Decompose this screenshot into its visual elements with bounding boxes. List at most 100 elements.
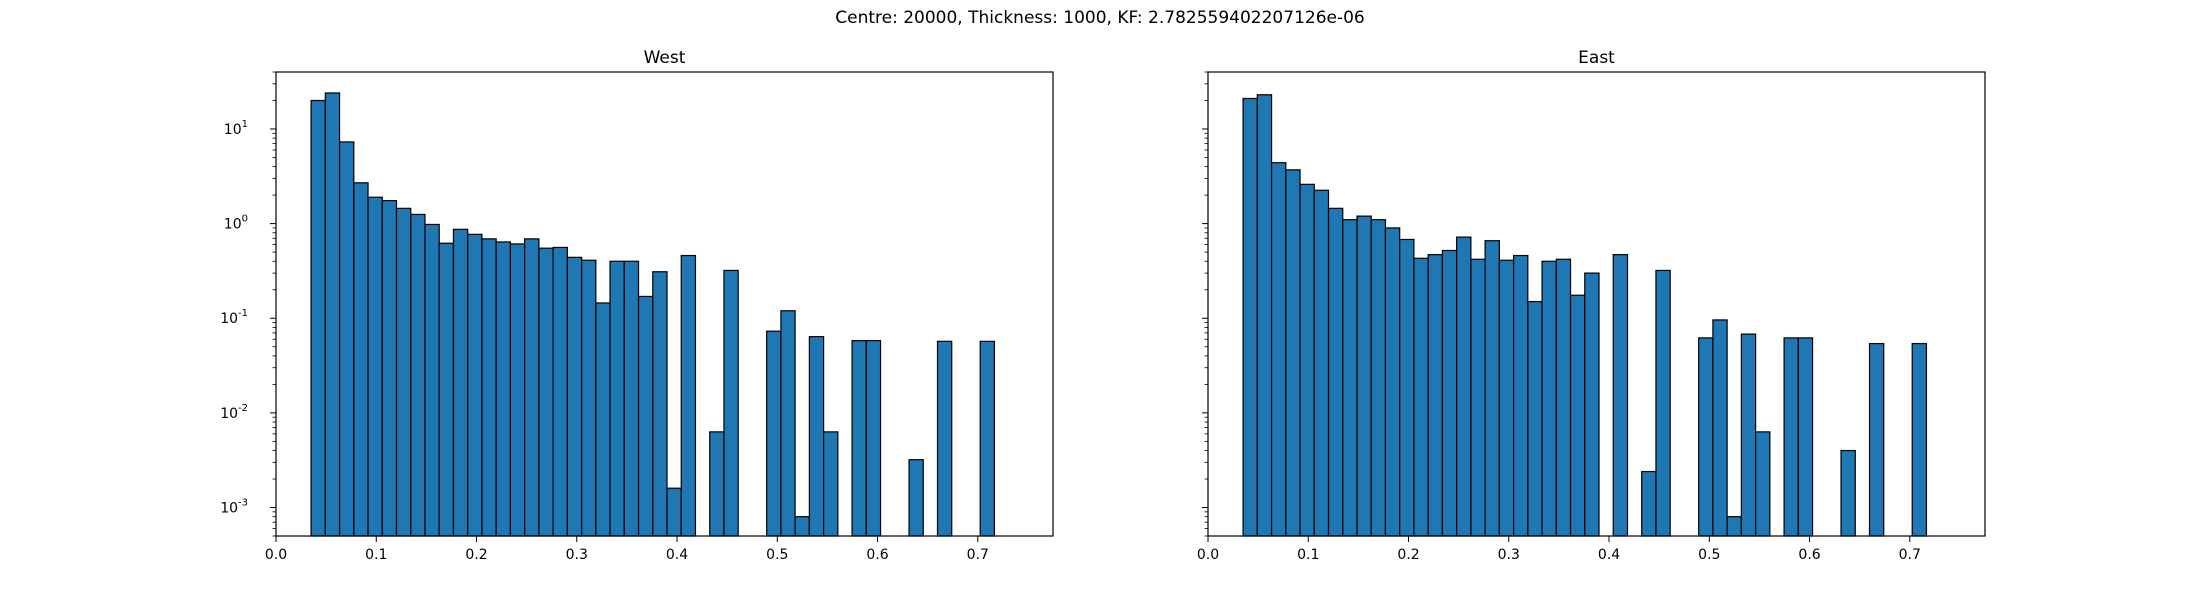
histogram-bar bbox=[1484, 240, 1500, 537]
x-tick-label: 0.4 bbox=[666, 547, 688, 563]
histogram-bar bbox=[1342, 219, 1358, 537]
histogram-bar bbox=[1797, 337, 1814, 537]
histogram-bar bbox=[1726, 516, 1742, 537]
histogram-bar bbox=[766, 330, 782, 537]
histogram-bar bbox=[666, 487, 682, 537]
x-tick-label: 0.2 bbox=[465, 547, 487, 563]
histogram-bar bbox=[580, 259, 597, 537]
histogram-bar bbox=[1270, 162, 1287, 537]
histogram-bar bbox=[1868, 342, 1885, 537]
histogram-bar bbox=[467, 233, 483, 537]
x-tick-label: 0.6 bbox=[1798, 547, 1820, 563]
histogram-bar bbox=[1456, 236, 1472, 537]
histogram-bar bbox=[1413, 257, 1429, 537]
histogram-bar bbox=[1527, 300, 1543, 537]
histogram-bar bbox=[538, 247, 554, 537]
histogram-bar bbox=[1356, 215, 1372, 537]
histogram-bar bbox=[1313, 189, 1330, 537]
histogram-bar bbox=[524, 238, 540, 537]
histogram-bar bbox=[808, 335, 825, 537]
histogram-bar bbox=[1641, 470, 1657, 537]
x-tick-label: 0.6 bbox=[866, 547, 888, 563]
histogram-bar bbox=[979, 340, 996, 537]
histogram-bar bbox=[1384, 227, 1401, 537]
histogram-bar bbox=[1541, 260, 1557, 537]
figure-suptitle: Centre: 20000, Thickness: 1000, KF: 2.78… bbox=[835, 8, 1365, 28]
histogram-bar bbox=[495, 241, 512, 537]
histogram-bar bbox=[823, 431, 839, 537]
histogram-bar bbox=[1299, 183, 1315, 537]
histogram-bar bbox=[353, 182, 369, 537]
histogram-bar bbox=[680, 254, 697, 537]
histogram-bar bbox=[310, 99, 326, 537]
x-tick-label: 0.1 bbox=[365, 547, 387, 563]
axes-frame bbox=[275, 71, 1054, 537]
histogram-bar bbox=[481, 238, 497, 537]
histogram-bar bbox=[865, 340, 882, 537]
x-tick-label: 0.5 bbox=[766, 547, 788, 563]
y-tick-label: 101 bbox=[224, 119, 248, 138]
x-tick-label: 0.4 bbox=[1598, 547, 1620, 563]
histogram-bar bbox=[652, 271, 668, 537]
x-tick-label: 0.1 bbox=[1297, 547, 1319, 563]
histogram-bar bbox=[709, 431, 725, 537]
panel-title: West bbox=[644, 48, 686, 68]
x-tick-label: 0.3 bbox=[1498, 547, 1520, 563]
histogram-bar bbox=[324, 92, 341, 537]
x-tick-label: 0.7 bbox=[967, 547, 989, 563]
histogram-bar bbox=[452, 228, 469, 537]
histogram-bar bbox=[509, 243, 526, 537]
x-tick-label: 0.0 bbox=[1197, 547, 1219, 563]
y-tick-label: 10-2 bbox=[220, 403, 248, 422]
x-tick-label: 0.5 bbox=[1698, 547, 1720, 563]
histogram-bar bbox=[566, 256, 583, 537]
histogram-bar bbox=[609, 260, 625, 537]
panel-east: East 0.0 0.1 0.2 0.3 0.4 0.5 0.6 0.7 bbox=[1197, 48, 1986, 563]
histogram-bar bbox=[381, 200, 398, 537]
histogram-bar bbox=[552, 246, 568, 537]
x-tick-label: 0.0 bbox=[265, 547, 287, 563]
histogram-bar bbox=[424, 223, 440, 537]
y-tick-label: 10-1 bbox=[220, 308, 248, 327]
histogram-bar bbox=[623, 260, 640, 537]
histogram-bar bbox=[410, 213, 426, 537]
histogram-bar bbox=[723, 269, 739, 537]
histogram-bar bbox=[1470, 258, 1486, 537]
histogram-bar bbox=[1441, 249, 1458, 537]
histogram-bar bbox=[438, 242, 455, 537]
panel-title: East bbox=[1578, 48, 1615, 68]
histogram-bar bbox=[1911, 342, 1928, 537]
histogram-bar bbox=[1612, 254, 1629, 537]
histogram-bar bbox=[936, 340, 953, 537]
histogram-bar bbox=[908, 459, 924, 537]
axes-frame bbox=[1207, 71, 1986, 537]
histogram-bar bbox=[780, 310, 796, 537]
histogram-bar bbox=[1655, 269, 1671, 537]
panel-west: West 0.0 0.1 0.2 0.3 0.4 0.5 0.6 0.7 10-3 10-2 10-1… bbox=[220, 48, 1054, 563]
x-tick-label: 0.7 bbox=[1899, 547, 1921, 563]
histogram-bar bbox=[1512, 254, 1529, 537]
histogram-bar bbox=[1327, 207, 1344, 537]
histogram-bar bbox=[395, 207, 412, 537]
histogram-bar bbox=[1755, 431, 1771, 537]
y-tick-label: 10-3 bbox=[220, 498, 248, 517]
histogram-bar bbox=[1370, 219, 1387, 537]
y-tick-label: 100 bbox=[224, 214, 248, 233]
histogram-bar bbox=[1712, 319, 1728, 537]
histogram-bar bbox=[1427, 254, 1444, 537]
histogram-bar bbox=[1498, 259, 1515, 537]
histogram-bar bbox=[595, 302, 611, 537]
histogram-bar bbox=[1698, 337, 1714, 537]
x-tick-label: 0.3 bbox=[566, 547, 588, 563]
histogram-bar bbox=[637, 295, 654, 537]
histogram-bar bbox=[1783, 337, 1799, 537]
histogram-bar bbox=[1242, 97, 1258, 537]
histogram-bar bbox=[1555, 258, 1572, 537]
histogram-bar bbox=[1584, 272, 1600, 537]
histogram-bar bbox=[1256, 94, 1273, 537]
histogram-bar bbox=[1740, 333, 1757, 537]
histogram-bar bbox=[1840, 449, 1856, 537]
histogram-bar bbox=[1285, 169, 1301, 537]
x-tick-label: 0.2 bbox=[1397, 547, 1419, 563]
